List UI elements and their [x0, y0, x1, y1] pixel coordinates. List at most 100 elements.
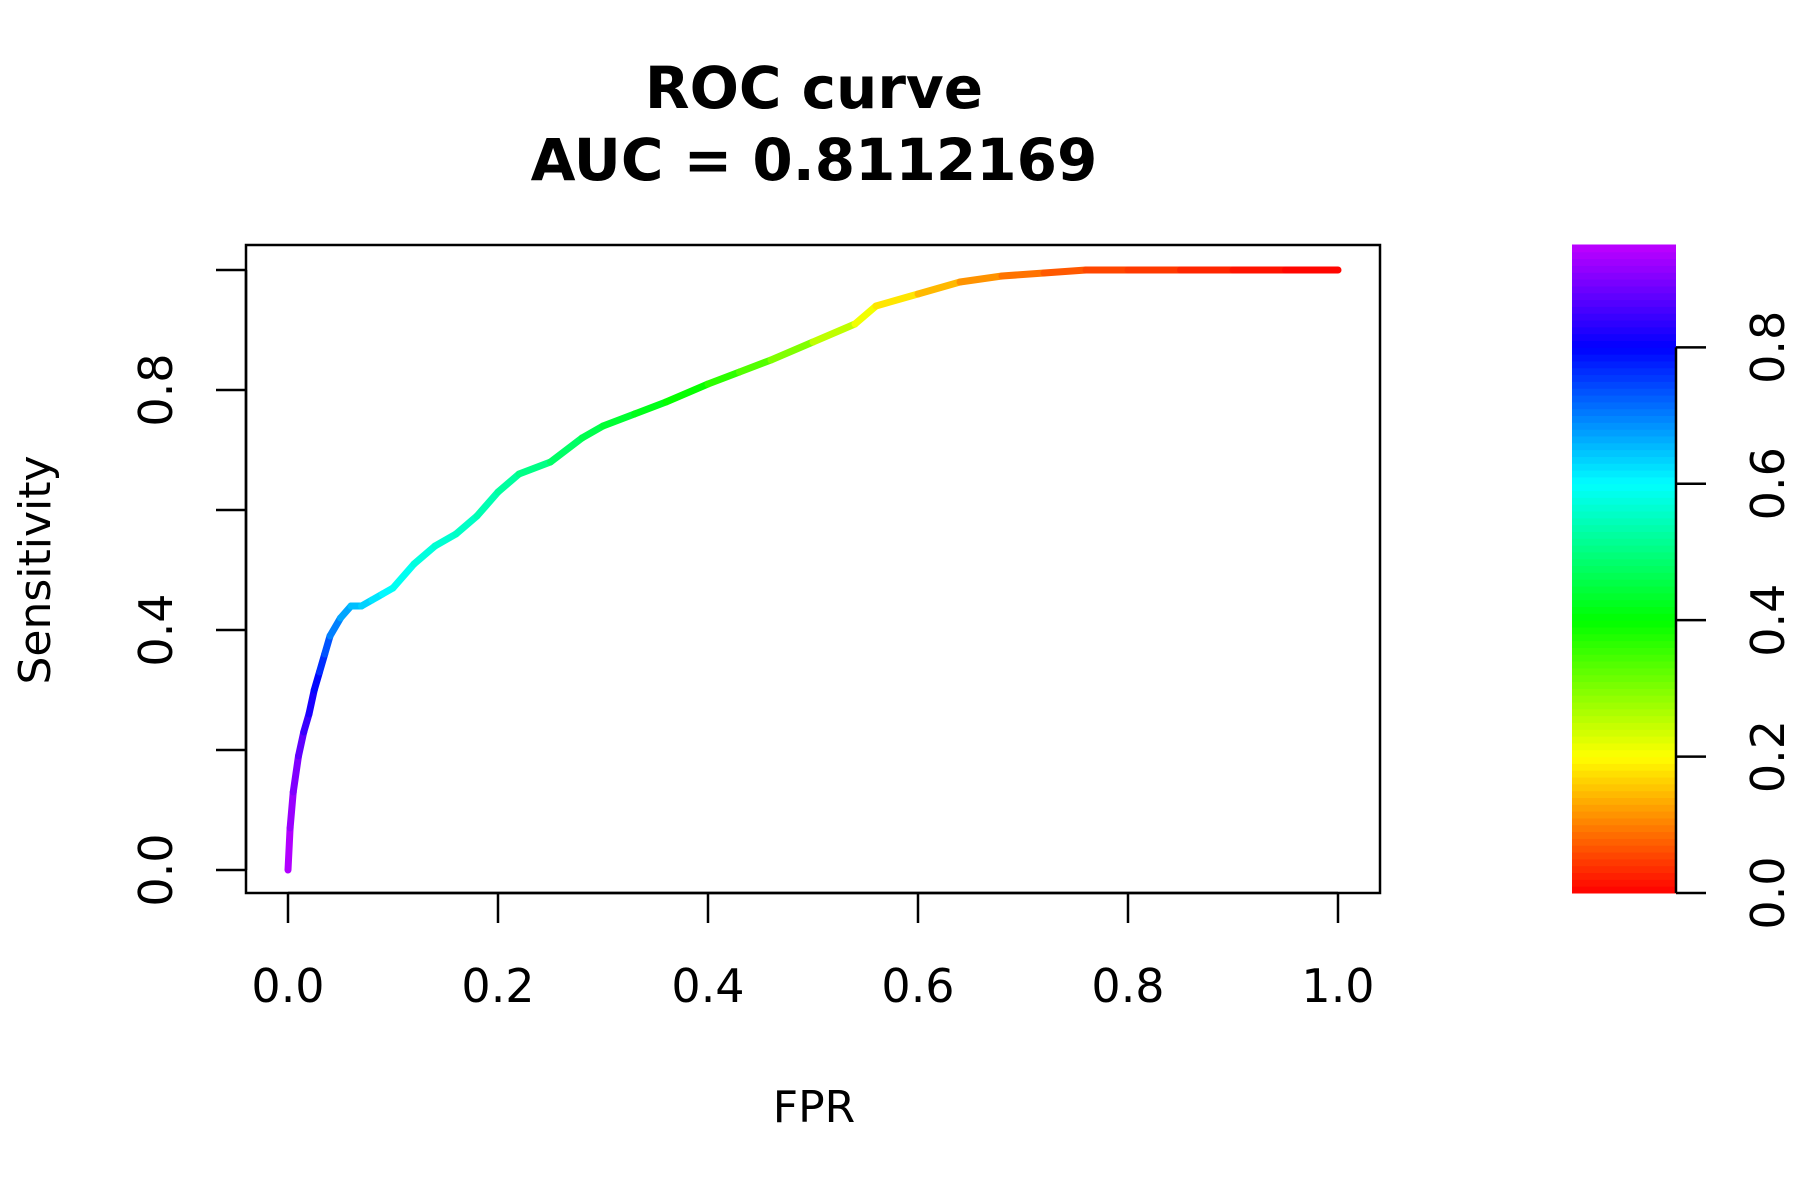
roc-curve-segment	[631, 398, 670, 418]
colorbar-band	[1572, 565, 1676, 573]
colorbar-band	[1572, 571, 1676, 580]
colorbar-band	[1572, 387, 1676, 396]
colorbar-band	[1572, 878, 1676, 887]
colorbar-band	[1572, 585, 1676, 594]
colorbar-band	[1572, 646, 1676, 655]
colorbar-band	[1572, 851, 1676, 860]
colorbar-band	[1572, 455, 1676, 464]
colorbar-band	[1572, 667, 1676, 676]
colorbar-band	[1572, 285, 1676, 294]
roc-curve-segment	[410, 542, 439, 568]
colorbar-band	[1572, 674, 1676, 683]
colorbar-band	[1572, 401, 1676, 410]
roc-curve-segment	[914, 278, 964, 298]
colorbar-band	[1572, 626, 1676, 635]
roc-curve-segment	[305, 686, 318, 718]
colorbar-band	[1572, 305, 1676, 314]
colorbar-band	[1572, 790, 1676, 799]
colorbar-band	[1572, 408, 1676, 417]
colorbar-band	[1572, 803, 1676, 812]
colorbar-band	[1572, 537, 1676, 546]
colorbar-band	[1572, 469, 1676, 478]
colorbar-band	[1572, 865, 1676, 874]
colorbar-band	[1572, 421, 1676, 430]
colorbar-band	[1572, 783, 1676, 792]
colorbar-band	[1572, 721, 1676, 730]
colorbar-band	[1572, 701, 1676, 710]
colorbar-band	[1572, 346, 1676, 355]
colorbar-band	[1572, 619, 1676, 628]
colorbar-band	[1572, 435, 1676, 444]
colorbar-band	[1572, 251, 1676, 260]
roc-curve-segment	[515, 458, 554, 478]
x-axis-label: FPR	[773, 1082, 855, 1133]
colorbar-band	[1572, 271, 1676, 280]
roc-curve-segment	[295, 728, 308, 760]
colorbar-band	[1572, 810, 1676, 819]
colorbar-band	[1572, 749, 1676, 758]
chart-title: ROC curve	[645, 54, 983, 122]
colorbar-band	[1572, 715, 1676, 723]
chart-subtitle: AUC = 0.8112169	[531, 126, 1098, 194]
colorbar-band	[1572, 756, 1676, 764]
x-tick-label: 0.2	[461, 959, 534, 1013]
colorbar-band	[1572, 817, 1676, 826]
colorbar-tick-label: 0.0	[1741, 856, 1795, 929]
roc-curve-segment	[736, 356, 775, 376]
colorbar-band	[1572, 558, 1676, 567]
y-tick-label: 0.4	[129, 593, 183, 666]
colorbar-band	[1572, 612, 1676, 621]
y-axis-label: Sensitivity	[10, 455, 61, 684]
colorbar-band	[1572, 592, 1676, 601]
roc-curve-segment	[599, 410, 638, 430]
colorbar-band	[1572, 837, 1676, 846]
x-tick-label: 0.8	[1091, 959, 1164, 1013]
x-tick-label: 0.4	[671, 959, 744, 1013]
colorbar-band	[1572, 339, 1676, 348]
roc-curve-segment	[872, 290, 922, 310]
colorbar-band	[1572, 544, 1676, 553]
colorbar-band	[1572, 606, 1676, 614]
roc-curve	[284, 266, 1342, 874]
colorbar-band	[1572, 858, 1676, 867]
colorbar-band	[1572, 490, 1676, 498]
colorbar-band	[1572, 769, 1676, 778]
roc-curve-segment	[578, 422, 607, 442]
colorbar-band	[1572, 319, 1676, 328]
colorbar-band	[1572, 374, 1676, 382]
colorbar-tick-label: 0.6	[1741, 447, 1795, 520]
colorbar-band	[1572, 394, 1676, 403]
colorbar-band	[1572, 278, 1676, 287]
colorbar-band	[1572, 258, 1676, 266]
colorbar-band	[1572, 681, 1676, 689]
colorbar-band	[1572, 462, 1676, 471]
colorbar-band	[1572, 762, 1676, 771]
colorbar-band	[1572, 510, 1676, 519]
colorbar-band	[1572, 264, 1676, 273]
colorbar-band	[1572, 428, 1676, 437]
colorbar-band	[1572, 360, 1676, 369]
x-tick-label: 1.0	[1301, 959, 1374, 1013]
colorbar-band	[1572, 653, 1676, 662]
colorbar-band	[1572, 660, 1676, 669]
colorbar-band	[1572, 449, 1676, 457]
colorbar-band	[1572, 517, 1676, 526]
y-tick-label: 0.0	[129, 833, 183, 906]
colorbar-band	[1572, 687, 1676, 696]
colorbar-band	[1572, 503, 1676, 512]
x-tick-label: 0.6	[881, 959, 954, 1013]
colorbar-band	[1572, 885, 1676, 894]
x-axis: 0.0 0.2 0.4 0.6 0.8 1.0	[251, 891, 1375, 1013]
colorbar-band	[1572, 735, 1676, 744]
roc-curve-segment	[809, 320, 859, 346]
colorbar-band	[1572, 292, 1676, 301]
colorbar-band	[1572, 640, 1676, 648]
colorbar-band	[1572, 312, 1676, 321]
colorbar-band	[1572, 530, 1676, 539]
colorbar-tick-label: 0.2	[1741, 720, 1795, 793]
colorbar-band	[1572, 483, 1676, 492]
colorbar-band	[1572, 496, 1676, 505]
roc-curve-segment	[851, 302, 880, 328]
roc-curve-segment	[998, 269, 1048, 280]
